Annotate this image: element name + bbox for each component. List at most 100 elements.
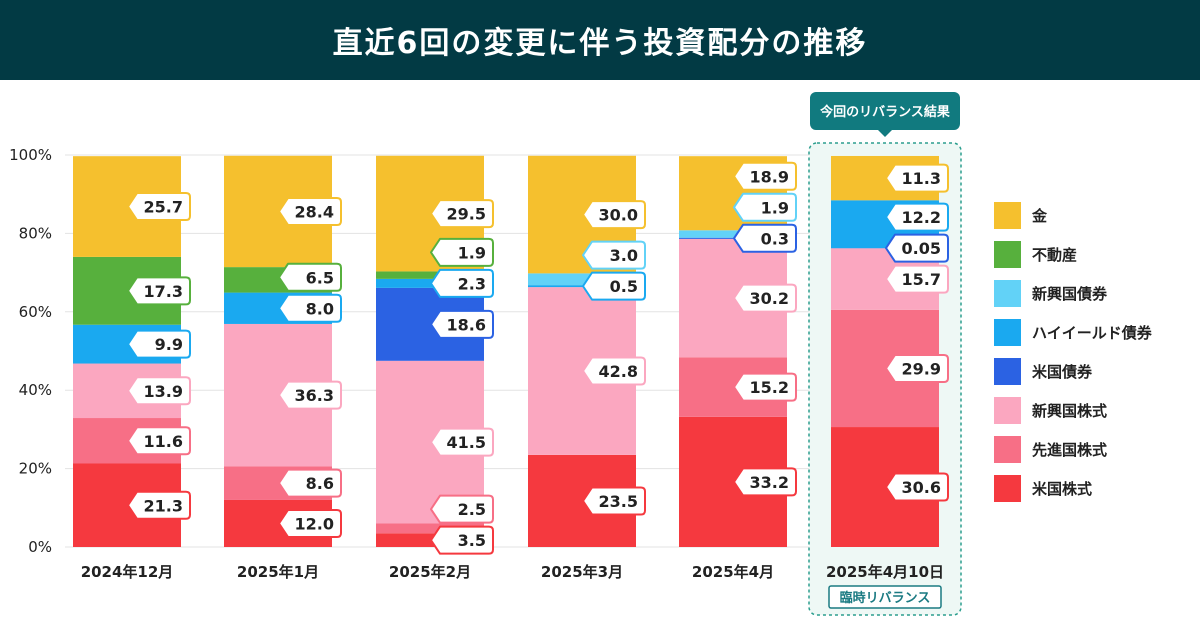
data-label-value: 12.2 <box>902 208 941 227</box>
data-label-value: 2.3 <box>458 274 486 293</box>
data-label-box <box>430 525 494 555</box>
data-label-box <box>582 356 646 386</box>
legend-swatch <box>994 319 1021 346</box>
data-label-value: 28.4 <box>295 202 334 221</box>
data-label: 15.7 <box>885 264 949 294</box>
data-label-box <box>430 237 494 267</box>
legend-label: 不動産 <box>1032 246 1077 264</box>
data-label-box <box>733 192 797 222</box>
legend-swatch <box>994 358 1021 385</box>
data-label: 30.2 <box>733 283 797 313</box>
x-axis: 2024年12月 2025年1月 2025年2月 2025年3月 2025年4月 2025… <box>81 563 944 581</box>
data-label-value: 41.5 <box>447 433 486 452</box>
y-tick-label: 20% <box>19 460 52 478</box>
data-label-value: 21.3 <box>144 496 183 515</box>
bar-segment <box>376 523 484 534</box>
legend-label: 新興国債券 <box>1032 285 1108 303</box>
data-label-box <box>885 163 949 193</box>
x-category-label: 2025年4月 <box>692 563 774 581</box>
data-label-value: 11.3 <box>902 169 941 188</box>
y-tick-label: 40% <box>19 381 52 399</box>
data-label: 13.9 <box>127 376 191 406</box>
data-label-box <box>127 376 191 406</box>
legend-label: 金 <box>1031 207 1048 225</box>
data-label: 42.8 <box>582 356 646 386</box>
data-label-value: 15.7 <box>902 270 941 289</box>
data-label-box <box>430 427 494 457</box>
legend-swatch <box>994 280 1021 307</box>
data-label-box <box>127 329 191 359</box>
data-label: 0.05 <box>885 233 949 263</box>
x-category-label: 2024年12月 <box>81 563 174 581</box>
data-label: 29.5 <box>430 199 494 229</box>
legend-swatch <box>994 202 1021 229</box>
legend-swatch <box>994 397 1021 424</box>
x-category-label: 2025年3月 <box>541 563 623 581</box>
data-label: 28.4 <box>278 196 342 226</box>
data-label-box <box>127 490 191 520</box>
data-label: 33.2 <box>733 467 797 497</box>
data-label: 21.3 <box>127 490 191 520</box>
data-label-box <box>733 372 797 402</box>
data-label-value: 30.2 <box>750 289 789 308</box>
data-label-value: 30.0 <box>599 206 638 225</box>
data-label: 29.9 <box>885 353 949 383</box>
data-label-box <box>278 508 342 538</box>
data-label-value: 30.6 <box>902 478 941 497</box>
data-label-value: 6.5 <box>306 268 334 287</box>
data-label: 8.6 <box>278 468 342 498</box>
data-label-box <box>127 276 191 306</box>
data-label: 30.0 <box>582 200 646 230</box>
data-label: 18.6 <box>430 309 494 339</box>
data-label-box <box>278 468 342 498</box>
data-label: 11.3 <box>885 163 949 193</box>
data-label-box <box>885 472 949 502</box>
data-label-box <box>885 202 949 232</box>
temporary-rebalance-label: 臨時リバランス <box>840 590 931 606</box>
data-label-box <box>278 380 342 410</box>
data-label: 15.2 <box>733 372 797 402</box>
data-label: 17.3 <box>127 276 191 306</box>
data-label-box <box>733 467 797 497</box>
data-label-box <box>885 353 949 383</box>
data-label: 30.6 <box>885 472 949 502</box>
y-axis: 0% 20% 40% 60% 80% 100% <box>9 146 52 556</box>
data-label: 8.0 <box>278 293 342 323</box>
data-label: 9.9 <box>127 329 191 359</box>
data-label-value: 15.2 <box>750 378 789 397</box>
data-label-value: 3.5 <box>458 531 486 550</box>
data-label: 41.5 <box>430 427 494 457</box>
data-label: 0.3 <box>733 223 797 253</box>
data-label-box <box>127 426 191 456</box>
data-label-box <box>430 309 494 339</box>
x-category-label: 2025年2月 <box>389 563 471 581</box>
data-label-box <box>885 233 949 263</box>
data-label-box <box>430 268 494 298</box>
data-label: 3.5 <box>430 525 494 555</box>
data-label-value: 13.9 <box>144 382 183 401</box>
data-label-box <box>733 161 797 191</box>
data-label-value: 0.3 <box>761 229 789 248</box>
data-label-box <box>582 240 646 270</box>
legend-swatch <box>994 475 1021 502</box>
data-label-value: 18.9 <box>750 167 789 186</box>
data-label-value: 33.2 <box>750 473 789 492</box>
data-label: 2.5 <box>430 494 494 524</box>
data-label: 18.9 <box>733 161 797 191</box>
legend-label: 米国株式 <box>1032 480 1092 498</box>
data-label-value: 2.5 <box>458 500 486 519</box>
current-result-label: 今回のリバランス結果 <box>819 104 950 120</box>
data-label-box <box>733 223 797 253</box>
data-label-box <box>278 293 342 323</box>
data-label-value: 18.6 <box>447 315 486 334</box>
data-label-value: 3.0 <box>610 246 638 265</box>
data-label-value: 36.3 <box>295 386 334 405</box>
y-tick-label: 100% <box>9 146 52 164</box>
data-label-box <box>278 262 342 292</box>
legend-label: ハイイールド債券 <box>1032 324 1153 342</box>
data-label: 12.0 <box>278 508 342 538</box>
data-label: 12.2 <box>885 202 949 232</box>
current-result-badge <box>810 92 960 130</box>
